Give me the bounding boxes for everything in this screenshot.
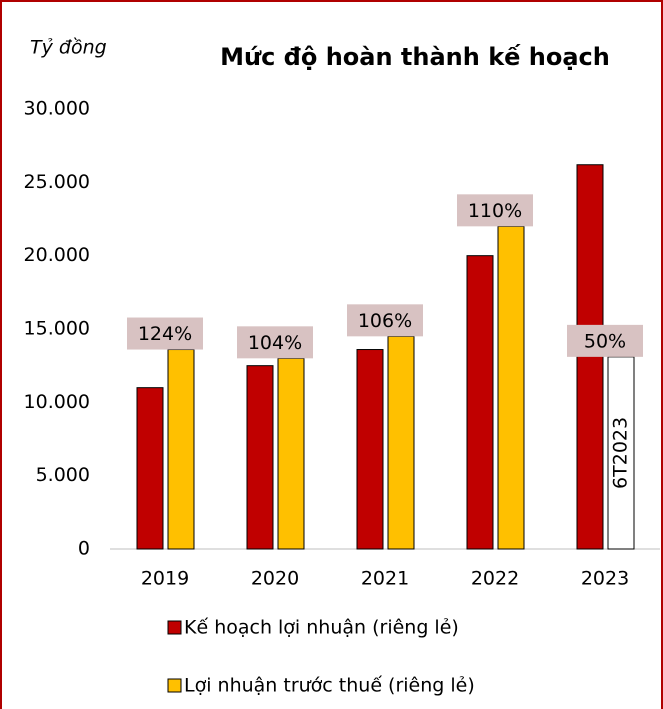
bar-note: 6T2023 <box>610 417 632 489</box>
legend-label: Kế hoạch lợi nhuận (riêng lẻ) <box>184 617 459 639</box>
bar <box>387 335 415 550</box>
completion-label-bg <box>457 194 533 227</box>
x-tick-label: 2021 <box>361 568 409 590</box>
y-tick-label: 15.000 <box>24 318 90 340</box>
legend-swatch <box>167 678 182 693</box>
completion-label: 104% <box>248 332 302 354</box>
completion-label: 106% <box>358 310 412 332</box>
completion-label-bg <box>237 326 313 359</box>
legend-swatch <box>167 620 182 635</box>
legend-label: Lợi nhuận trước thuế (riêng lẻ) <box>184 675 475 697</box>
bar <box>167 349 195 550</box>
x-tick-label: 2020 <box>251 568 299 590</box>
bar <box>466 255 494 550</box>
y-tick-label: 25.000 <box>24 171 90 193</box>
completion-label-bg <box>127 317 203 350</box>
y-tick-label: 10.000 <box>24 391 90 413</box>
bar <box>607 356 635 550</box>
completion-label: 50% <box>584 330 626 352</box>
bar <box>277 357 305 550</box>
y-axis-label: Tỷ đồng <box>30 37 107 59</box>
x-tick-label: 2022 <box>471 568 519 590</box>
completion-label: 110% <box>468 200 522 222</box>
chart-title: Mức độ hoàn thành kế hoạch <box>220 43 610 71</box>
y-tick-label: 20.000 <box>24 244 90 266</box>
x-tick-label: 2019 <box>141 568 189 590</box>
bar <box>246 365 274 550</box>
y-tick-label: 30.000 <box>24 98 90 120</box>
x-tick-label: 2023 <box>581 568 629 590</box>
y-tick-label: 5.000 <box>36 464 90 486</box>
bar <box>356 349 384 550</box>
y-tick-label: 0 <box>78 538 90 560</box>
completion-label-bg <box>347 304 423 337</box>
completion-label-bg <box>567 324 643 357</box>
bar <box>497 225 525 550</box>
bar <box>136 387 164 550</box>
completion-label: 124% <box>138 323 192 345</box>
